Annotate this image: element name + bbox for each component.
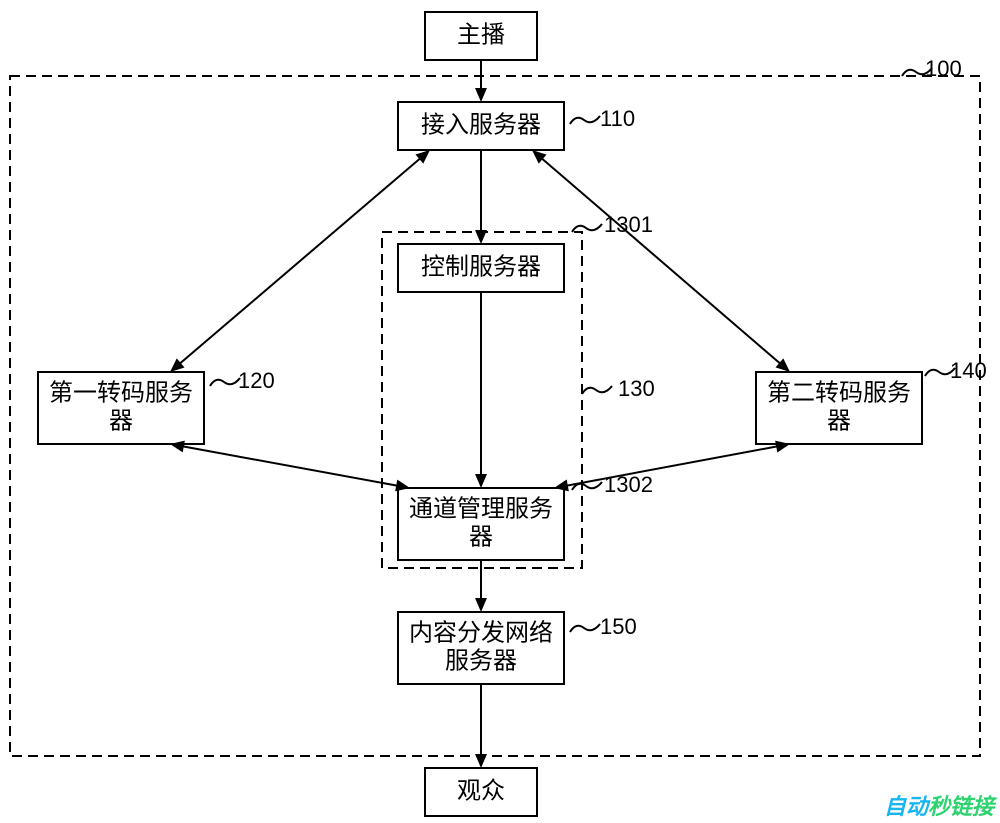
node-label: 服务器 bbox=[445, 647, 517, 674]
node-label: 器 bbox=[469, 524, 493, 550]
edge-line bbox=[538, 155, 783, 366]
reference-numeral: 130 bbox=[618, 376, 655, 401]
node-label: 通道管理服务 bbox=[409, 496, 553, 523]
reference-numeral: 120 bbox=[238, 368, 275, 393]
node-label: 内容分发网络 bbox=[409, 620, 553, 647]
watermark-text: 自动秒链接 bbox=[884, 794, 997, 819]
reference-numeral: 140 bbox=[950, 358, 987, 383]
reference-numeral: 1302 bbox=[604, 472, 653, 497]
reference-numeral: 150 bbox=[600, 614, 637, 639]
reference-numeral: 110 bbox=[600, 106, 635, 131]
node-label: 第二转码服务 bbox=[767, 380, 911, 407]
node-label: 主播 bbox=[457, 22, 505, 49]
node-label: 观众 bbox=[457, 778, 505, 805]
edge-line bbox=[562, 446, 781, 487]
diagram-root: 100130主播接入服务器110控制服务器1301第一转码服务器120第二转码服… bbox=[0, 0, 1000, 823]
reference-leader-icon bbox=[210, 378, 240, 386]
reference-leader-icon bbox=[570, 116, 600, 124]
node-label: 第一转码服务 bbox=[49, 380, 193, 407]
reference-leader-icon bbox=[572, 224, 602, 232]
reference-leader-icon bbox=[582, 386, 612, 394]
node-label: 接入服务器 bbox=[421, 112, 541, 139]
edge-line bbox=[178, 446, 401, 487]
node-label: 器 bbox=[827, 408, 851, 434]
edge-line bbox=[176, 155, 423, 366]
node-label: 器 bbox=[109, 408, 133, 434]
reference-leader-icon bbox=[570, 624, 600, 632]
node-label: 控制服务器 bbox=[421, 254, 541, 281]
reference-numeral: 100 bbox=[925, 56, 962, 81]
